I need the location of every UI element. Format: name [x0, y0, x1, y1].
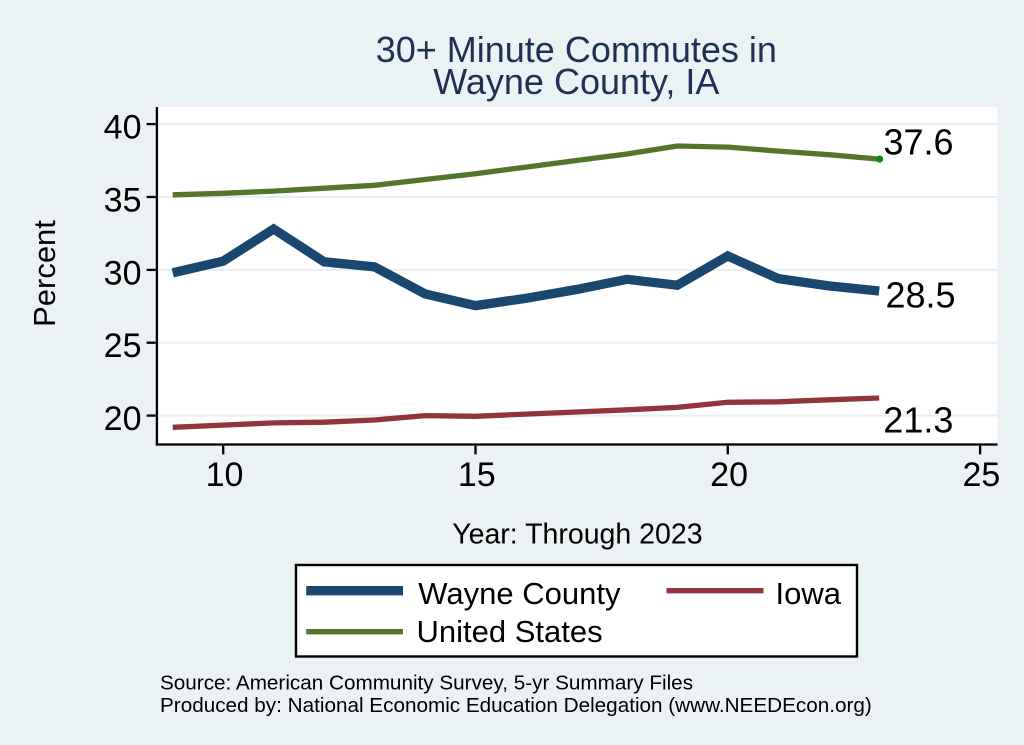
svg-text:Produced by: National Economic: Produced by: National Economic Education…	[160, 694, 872, 717]
svg-text:Wayne County, IA: Wayne County, IA	[433, 61, 719, 102]
svg-text:15: 15	[458, 456, 496, 494]
svg-text:30+ Minute Commutes in: 30+ Minute Commutes in	[376, 29, 777, 70]
svg-text:Wayne County: Wayne County	[418, 576, 621, 611]
svg-text:35: 35	[104, 181, 142, 219]
svg-text:Year: Through 2023: Year: Through 2023	[452, 519, 702, 551]
svg-text:28.5: 28.5	[886, 275, 956, 316]
svg-text:20: 20	[710, 456, 748, 494]
svg-text:20: 20	[104, 400, 142, 438]
svg-text:Source: American Community Sur: Source: American Community Survey, 5-yr …	[160, 672, 693, 695]
svg-text:37.6: 37.6	[884, 122, 954, 163]
svg-text:Iowa: Iowa	[776, 576, 842, 611]
svg-text:25: 25	[104, 327, 142, 365]
svg-text:21.3: 21.3	[883, 400, 953, 441]
svg-text:Percent: Percent	[27, 220, 62, 327]
svg-text:United States: United States	[417, 614, 603, 649]
svg-text:30: 30	[104, 254, 142, 292]
svg-text:40: 40	[104, 109, 142, 147]
svg-text:25: 25	[962, 456, 1000, 494]
svg-text:10: 10	[206, 456, 244, 494]
